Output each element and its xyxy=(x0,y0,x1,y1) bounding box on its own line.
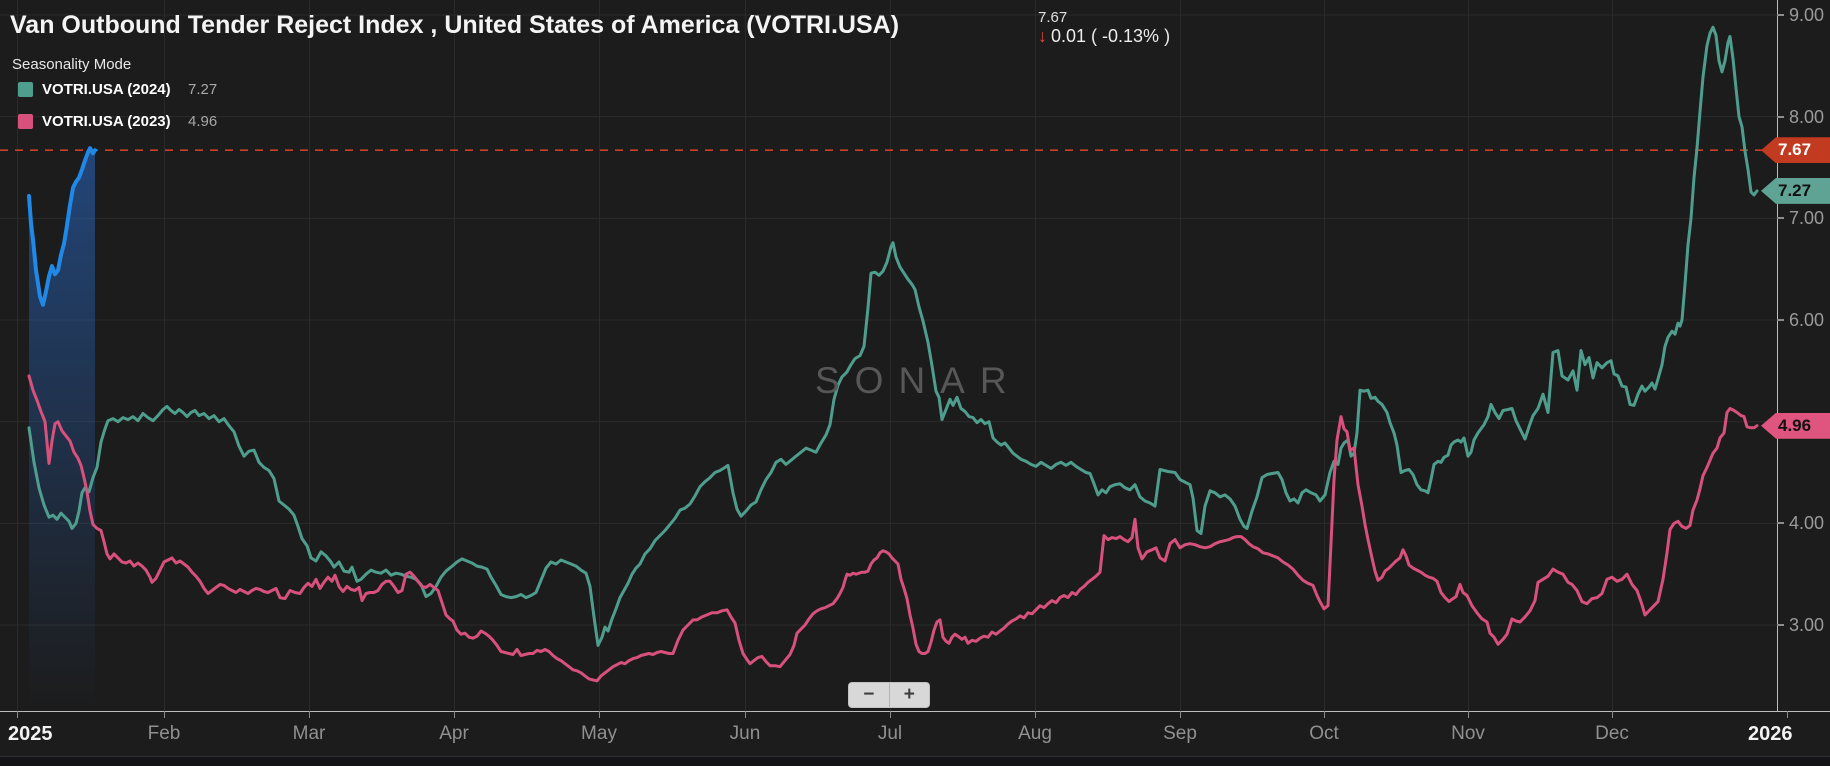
x-axis-label-Nov: Nov xyxy=(1451,723,1485,744)
x-axis-label-2026: 2026 xyxy=(1748,723,1793,745)
seasonality-mode-label: Seasonality Mode xyxy=(12,56,132,73)
legend-label-2024: VOTRI.USA (2024) xyxy=(42,81,171,98)
x-axis-label-Oct: Oct xyxy=(1309,723,1339,744)
y-tick xyxy=(1777,319,1784,321)
x-axis-label-Apr: Apr xyxy=(439,723,469,744)
legend-swatch-2024 xyxy=(18,82,33,97)
series-line-2 xyxy=(27,146,97,307)
legend-value-2024: 7.27 xyxy=(188,81,218,98)
legend-swatch-2023 xyxy=(18,114,33,129)
x-axis-label-Aug: Aug xyxy=(1018,723,1052,744)
legend-value-2023: 4.96 xyxy=(188,113,218,130)
page-title: Van Outbound Tender Reject Index , Unite… xyxy=(10,11,900,39)
y-axis-label: 6.00 xyxy=(1789,310,1825,330)
bottom-scroll-strip xyxy=(0,756,1830,766)
price-tag-4.96: 4.96 xyxy=(1761,412,1830,439)
price-tag-7.27: 7.27 xyxy=(1761,177,1830,204)
y-axis-label: 7.00 xyxy=(1789,208,1825,229)
y-axis-label: 8.00 xyxy=(1789,106,1825,127)
x-axis-label-Feb: Feb xyxy=(147,723,181,744)
series-line-0 xyxy=(27,25,1759,647)
last-value-block: 7.67 ↓ 0.01 ( -0.13% ) xyxy=(1038,9,1171,47)
x-axis-label-Jul: Jul xyxy=(877,723,903,744)
y-tick xyxy=(1777,115,1784,118)
series-line-1 xyxy=(27,374,1759,683)
y-tick xyxy=(1777,14,1784,16)
x-axis-label-Jun: Jun xyxy=(729,723,761,744)
zoom-in-button[interactable]: + xyxy=(890,683,930,707)
y-tick xyxy=(1777,522,1784,525)
zoom-divider xyxy=(888,683,890,707)
change-row: ↓ 0.01 ( -0.13% ) xyxy=(1038,25,1171,47)
price-tag-7.67: 7.67 xyxy=(1761,137,1830,164)
legend-label-2023: VOTRI.USA (2023) xyxy=(42,113,171,130)
x-axis-label-2025: 2025 xyxy=(8,723,53,745)
zoom-out-button[interactable]: − xyxy=(849,683,889,707)
x-axis-label-Mar: Mar xyxy=(292,723,326,744)
y-tick xyxy=(1777,624,1784,627)
x-axis-label-Sep: Sep xyxy=(1163,723,1197,744)
x-axis-label-Dec: Dec xyxy=(1595,723,1629,744)
change-text: 0.01 ( -0.13% ) xyxy=(1051,25,1171,46)
y-axis-label: 9.00 xyxy=(1789,5,1825,25)
y-tick xyxy=(1777,217,1784,220)
last-value: 7.67 xyxy=(1038,9,1068,26)
sonar-watermark: SONAR xyxy=(815,360,1022,401)
y-axis-label: 4.00 xyxy=(1789,513,1825,534)
zoom-control: − + xyxy=(848,682,930,708)
y-axis-label: 3.00 xyxy=(1789,615,1825,636)
x-axis-label-May: May xyxy=(581,723,617,744)
down-arrow-icon: ↓ xyxy=(1038,25,1047,46)
